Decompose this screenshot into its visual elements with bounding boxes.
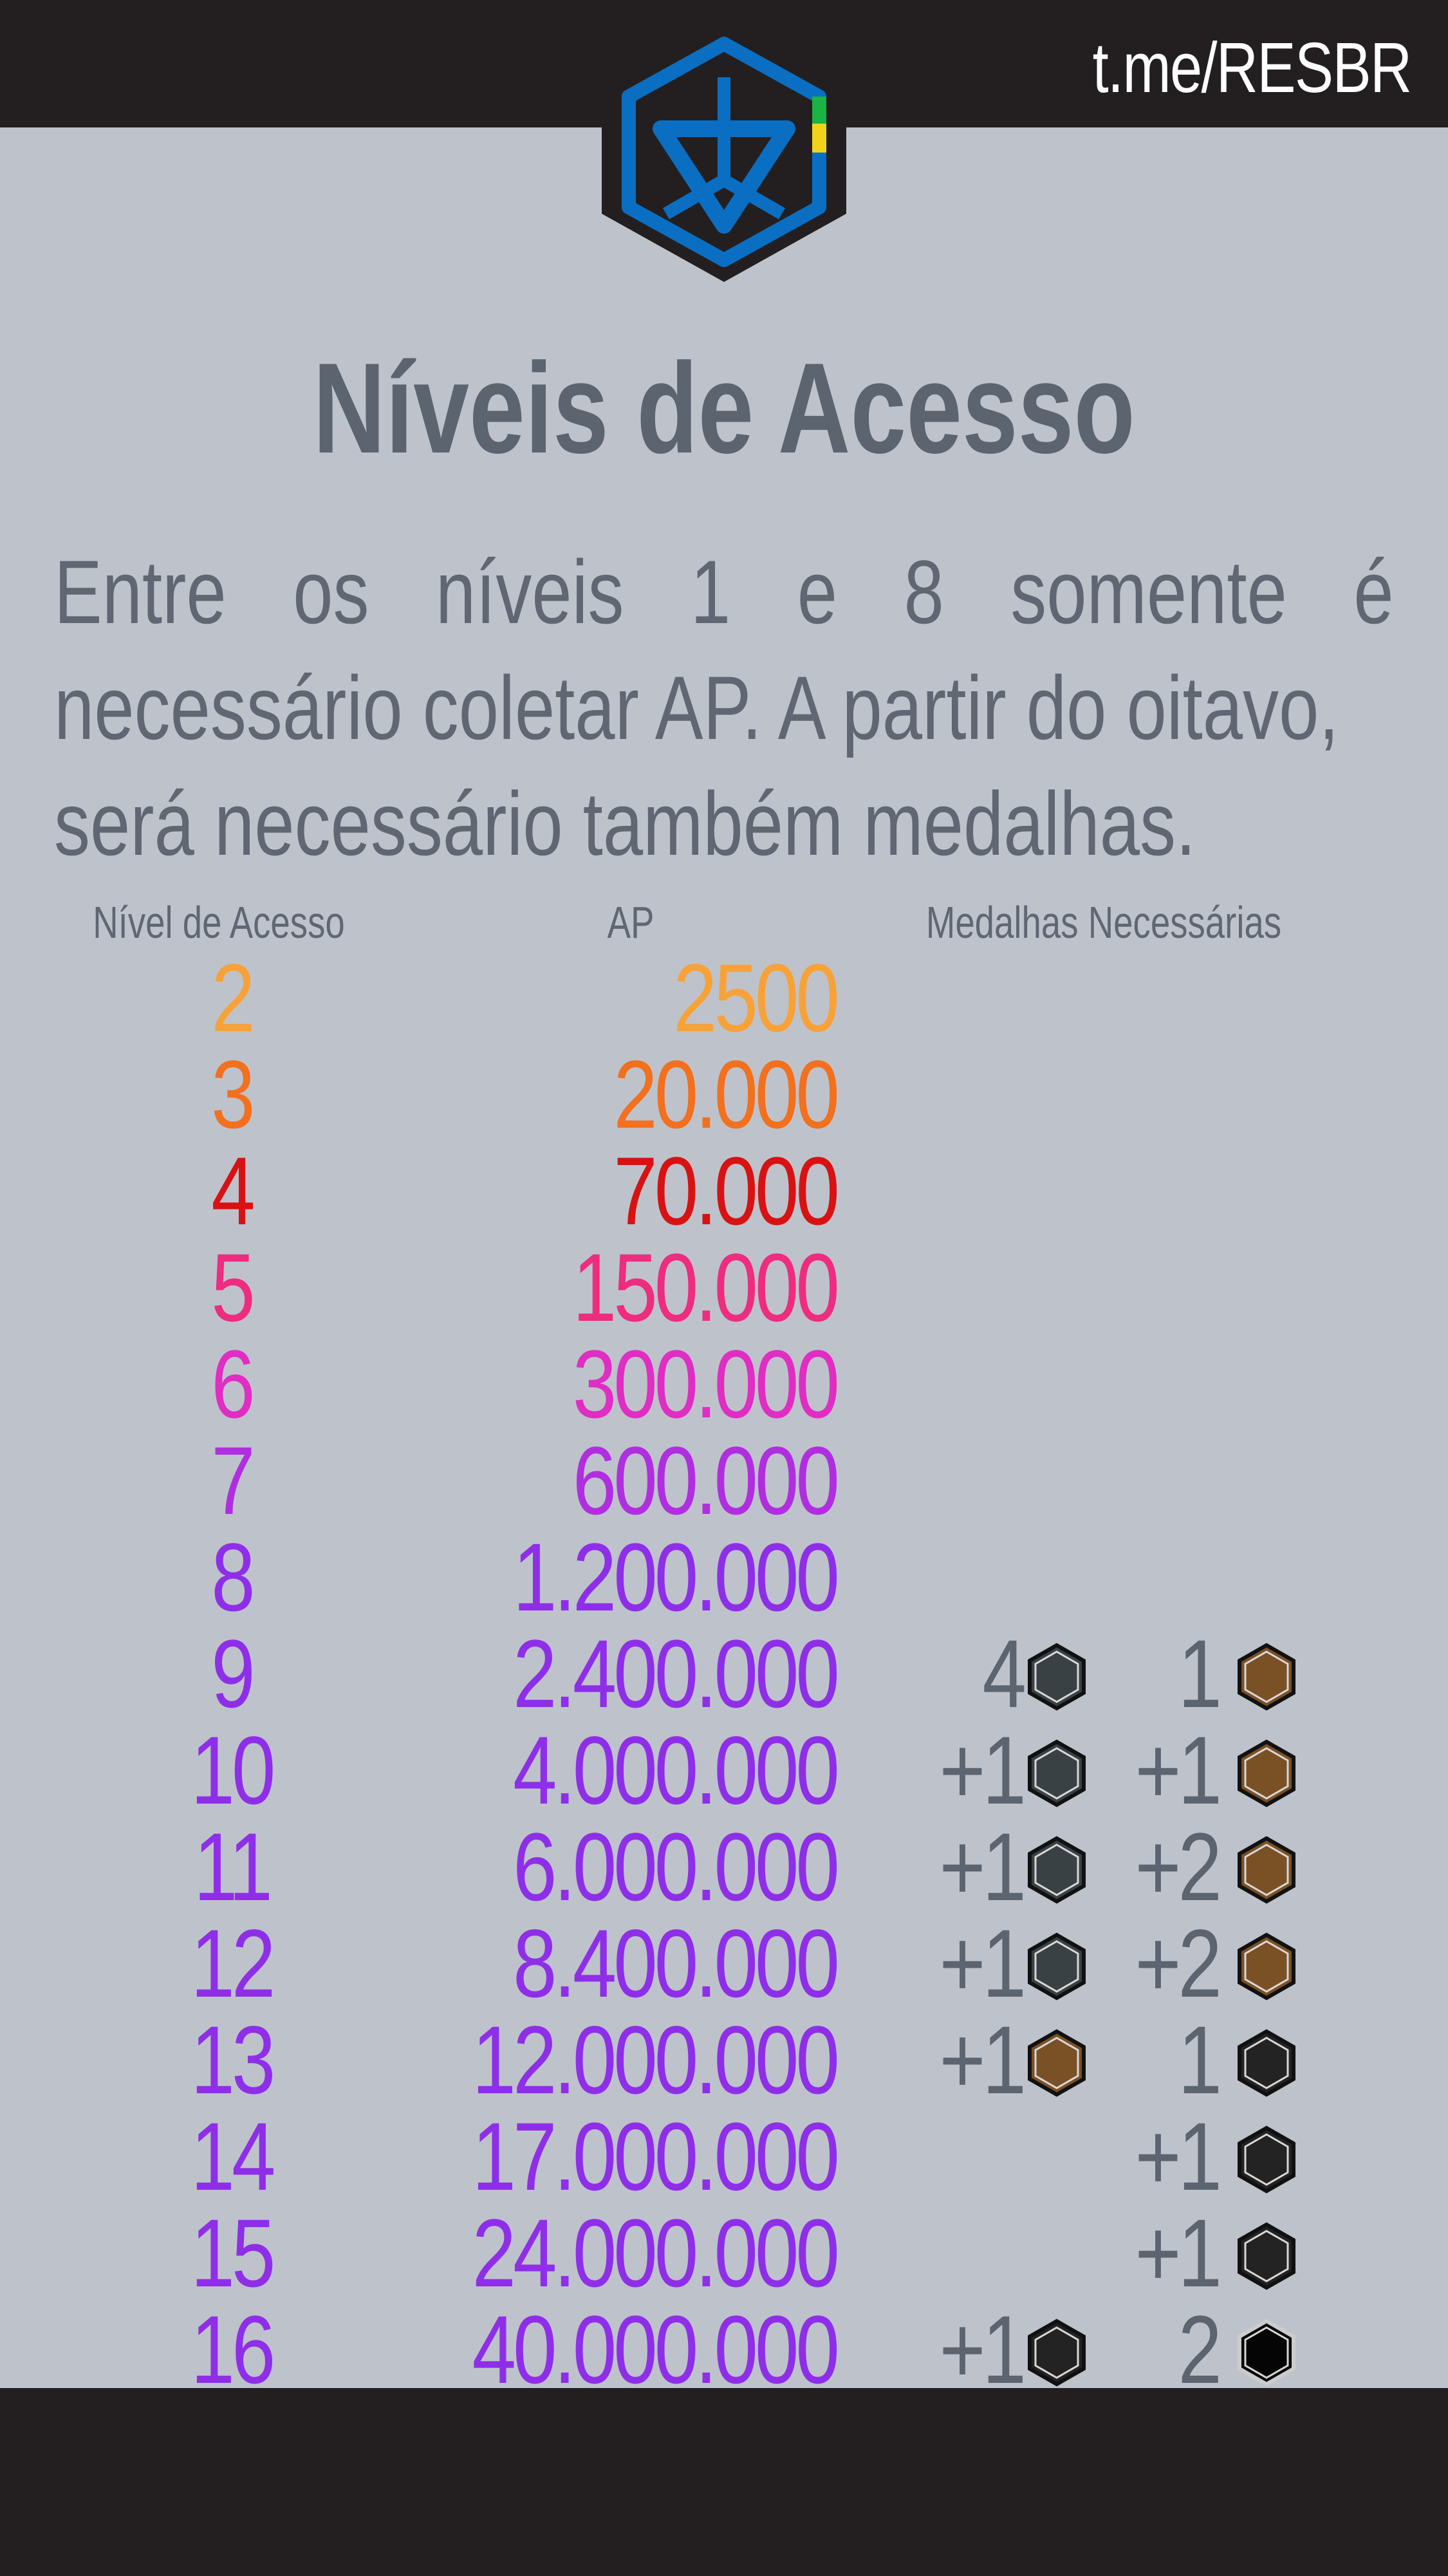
level-number: 13 <box>190 2006 276 2114</box>
intro-word: e <box>797 541 838 642</box>
gold-medal-icon <box>1028 2029 1086 2097</box>
header-medals: Medalhas Necessárias <box>925 897 1282 947</box>
intro-word: níveis <box>435 541 624 642</box>
level-row: 4 70.000 <box>0 1143 1448 1239</box>
level-row: 8 1.200.000 <box>0 1529 1448 1625</box>
ap-value: 2500 <box>673 944 840 1052</box>
ap-value: 150.000 <box>572 1233 840 1341</box>
header-ap: AP <box>607 897 654 947</box>
ap-value: 12.000.000 <box>472 2006 840 2114</box>
level-row: 12 8.400.000 +1 +2 <box>0 1915 1448 2011</box>
ap-value: 1.200.000 <box>513 1523 840 1631</box>
level-row: 2 2500 <box>0 949 1448 1046</box>
level-number: 15 <box>190 2199 276 2307</box>
gold-medal-icon <box>1238 1739 1295 1807</box>
level-row: 3 20.000 <box>0 1046 1448 1143</box>
level-row: 10 4.000.000 +1 +1 <box>0 1722 1448 1818</box>
level-number: 2 <box>211 944 255 1052</box>
intro-word: 8 <box>904 541 944 642</box>
intro-line-1: Entre os níveis 1 e 8 somente é <box>54 534 1394 650</box>
level-number: 5 <box>211 1233 255 1341</box>
ap-value: 4.000.000 <box>513 1716 840 1824</box>
level-number: 16 <box>190 2295 276 2403</box>
medal-count: +2 <box>1135 1813 1222 1921</box>
onyx-medal-icon <box>1238 2319 1295 2387</box>
intro-word: Entre <box>54 541 227 642</box>
ap-value: 600.000 <box>572 1426 840 1535</box>
ap-value: 17.000.000 <box>472 2102 840 2210</box>
medal-count: +1 <box>1135 2102 1222 2210</box>
level-number: 9 <box>211 1619 255 1728</box>
intro-line-2: necessário coletar AP. A partir do oitav… <box>54 657 1339 758</box>
medal-count: +1 <box>1135 1716 1222 1824</box>
medal-count: 1 <box>1178 2006 1222 2114</box>
level-row: 11 6.000.000 +1 +2 <box>0 1818 1448 1915</box>
level-number: 3 <box>211 1040 255 1148</box>
level-row: 14 17.000.000 +1 <box>0 2108 1448 2205</box>
ap-value: 300.000 <box>572 1330 840 1438</box>
platinum-medal-icon <box>1238 2125 1295 2194</box>
ap-value: 24.000.000 <box>472 2199 840 2307</box>
level-row: 6 300.000 <box>0 1336 1448 1432</box>
medal-count: +1 <box>939 1716 1026 1824</box>
medal-count: +2 <box>1135 1909 1222 2017</box>
platinum-medal-icon <box>1238 2029 1295 2097</box>
silver-medal-icon <box>1028 1739 1086 1807</box>
level-number: 6 <box>211 1330 255 1438</box>
silver-medal-icon <box>1028 1643 1086 1711</box>
resistance-logo <box>602 21 846 282</box>
level-number: 11 <box>194 1813 273 1921</box>
page-title: Níveis de Acesso <box>313 337 1135 480</box>
ap-value: 6.000.000 <box>513 1813 840 1921</box>
level-number: 7 <box>211 1426 255 1535</box>
platinum-medal-icon <box>1238 2222 1295 2290</box>
medal-count: 1 <box>1178 1619 1222 1728</box>
platinum-medal-icon <box>1028 2319 1086 2387</box>
ap-value: 40.000.000 <box>472 2295 840 2403</box>
ap-value: 2.400.000 <box>513 1619 840 1728</box>
ap-value: 20.000 <box>613 1040 840 1148</box>
level-number: 10 <box>190 1716 276 1824</box>
gold-medal-icon <box>1238 1836 1295 1904</box>
level-number: 8 <box>211 1523 255 1631</box>
footer-bar <box>0 2388 1448 2576</box>
level-number: 12 <box>190 1909 276 2017</box>
level-row: 5 150.000 <box>0 1239 1448 1336</box>
header-level: Nível de Acesso <box>93 897 345 947</box>
channel-link[interactable]: t.me/RESBR <box>1092 28 1411 107</box>
ap-value: 70.000 <box>613 1137 840 1245</box>
gold-medal-icon <box>1238 1643 1295 1711</box>
level-number: 4 <box>211 1137 255 1245</box>
intro-word: somente <box>1010 541 1287 642</box>
intro-line-3: será necessário também medalhas. <box>54 773 1196 874</box>
medal-count: 2 <box>1178 2295 1222 2403</box>
ap-value: 8.400.000 <box>513 1909 840 2017</box>
medal-count: +1 <box>939 1909 1026 2017</box>
gold-medal-icon <box>1238 1932 1295 2001</box>
intro-word: é <box>1353 541 1394 642</box>
medal-count: +1 <box>1135 2199 1222 2307</box>
intro-paragraph: Entre os níveis 1 e 8 somente é necessário cole… <box>54 534 1394 882</box>
silver-medal-icon <box>1028 1836 1086 1904</box>
level-row: 9 2.400.000 4 1 <box>0 1625 1448 1722</box>
medal-count: 4 <box>982 1619 1026 1728</box>
level-number: 14 <box>190 2102 276 2210</box>
level-row: 16 40.000.000 +1 2 <box>0 2301 1448 2398</box>
level-row: 15 24.000.000 +1 <box>0 2205 1448 2301</box>
medal-count: +1 <box>939 2006 1026 2114</box>
level-row: 13 12.000.000 +1 1 <box>0 2011 1448 2108</box>
medal-count: +1 <box>939 1813 1026 1921</box>
intro-word: 1 <box>690 541 731 642</box>
silver-medal-icon <box>1028 1932 1086 2001</box>
intro-word: os <box>293 541 369 642</box>
medal-count: +1 <box>939 2295 1026 2403</box>
level-row: 7 600.000 <box>0 1432 1448 1529</box>
